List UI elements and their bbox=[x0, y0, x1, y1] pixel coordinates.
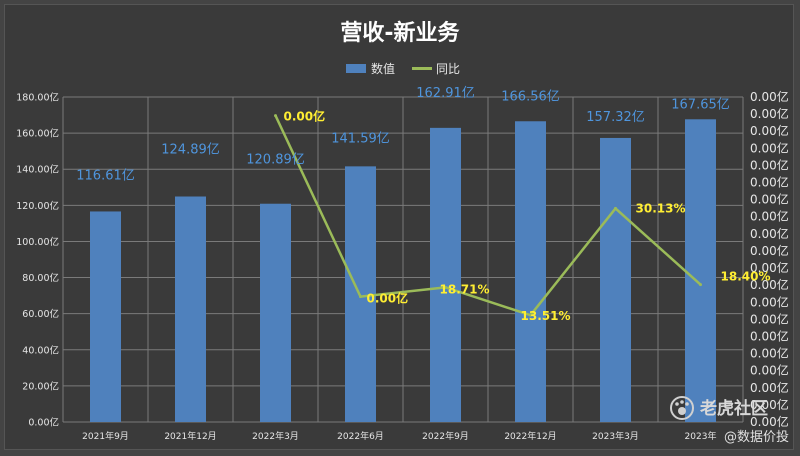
y-axis-right: 0.00亿 0.00亿 0.00亿 0.00亿 0.00亿 0.00亿 0.00亿 0.00亿… bbox=[750, 89, 789, 429]
x-tick-label: 2022年6月 bbox=[337, 430, 384, 442]
bar bbox=[175, 196, 206, 422]
y2-tick-label: 0.00亿 bbox=[750, 397, 789, 412]
bar-value-label: 120.89亿 bbox=[246, 153, 305, 168]
bar-value-label: 116.61亿 bbox=[76, 168, 135, 183]
bar-value-label: 166.56亿 bbox=[501, 89, 560, 104]
x-tick-label: 2023年3月 bbox=[592, 430, 639, 442]
legend: 数值 同比 bbox=[346, 61, 460, 76]
y-tick-label: 60.00亿 bbox=[22, 308, 59, 320]
x-tick-label: 2021年9月 bbox=[82, 430, 129, 442]
y-tick-label: 80.00亿 bbox=[22, 272, 59, 284]
y2-tick-label: 0.00亿 bbox=[750, 277, 789, 292]
y-tick-label: 100.00亿 bbox=[16, 236, 59, 248]
tiger-paw-icon bbox=[670, 396, 694, 420]
bar-value-label: 124.89亿 bbox=[161, 143, 220, 158]
y2-tick-label: 0.00亿 bbox=[750, 260, 789, 275]
y2-tick-label: 0.00亿 bbox=[750, 123, 789, 138]
y-tick-label: 0.00亿 bbox=[28, 417, 59, 429]
x-axis: 2021年9月 2021年12月 2022年3月 2022年6月 2022年9月 2022… bbox=[82, 430, 716, 442]
x-tick-label: 2021年12月 bbox=[164, 430, 216, 442]
y-tick-label: 20.00亿 bbox=[22, 380, 59, 392]
y2-tick-label: 0.00亿 bbox=[750, 363, 789, 378]
bar-value-label: 157.32亿 bbox=[586, 110, 645, 125]
y2-tick-label: 0.00亿 bbox=[750, 89, 789, 104]
bar-value-label: 162.91亿 bbox=[416, 86, 475, 101]
watermark-sub: @数据价投 bbox=[724, 429, 789, 445]
y2-tick-label: 0.00亿 bbox=[750, 157, 789, 172]
y-tick-label: 180.00亿 bbox=[16, 92, 59, 104]
y-tick-label: 140.00亿 bbox=[16, 164, 59, 176]
chart-title: 营收-新业务 bbox=[340, 20, 460, 46]
bar bbox=[515, 121, 546, 423]
bar bbox=[90, 211, 121, 422]
line-value-label: 0.00亿 bbox=[284, 109, 326, 124]
yoy-point bbox=[699, 283, 702, 287]
watermark-brand: 老虎社区 bbox=[699, 398, 768, 419]
chart-frame bbox=[4, 4, 794, 450]
legend-label-line: 同比 bbox=[436, 62, 460, 76]
x-tick-label: 2022年12月 bbox=[504, 430, 556, 442]
bar-value-label: 141.59亿 bbox=[331, 131, 390, 146]
x-tick-label: 2023年 bbox=[685, 430, 717, 442]
legend-swatch-bar bbox=[346, 64, 366, 73]
y-tick-label: 40.00亿 bbox=[22, 344, 59, 356]
y2-tick-label: 0.00亿 bbox=[750, 192, 789, 207]
y2-tick-label: 0.00亿 bbox=[750, 311, 789, 326]
bars bbox=[90, 119, 716, 423]
line-value-label: 18.71% bbox=[440, 282, 490, 296]
y2-tick-label: 0.00亿 bbox=[750, 243, 789, 258]
x-tick-label: 2022年9月 bbox=[422, 430, 469, 442]
y2-tick-label: 0.00亿 bbox=[750, 106, 789, 121]
y2-tick-label: 0.00亿 bbox=[750, 414, 789, 429]
y2-tick-label: 0.00亿 bbox=[750, 294, 789, 309]
yoy-line bbox=[274, 114, 702, 317]
line-value-label: 0.00亿 bbox=[367, 291, 409, 306]
y2-tick-label: 0.00亿 bbox=[750, 346, 789, 361]
y2-tick-label: 0.00亿 bbox=[750, 328, 789, 343]
yoy-point bbox=[529, 313, 532, 317]
y2-tick-label: 0.00亿 bbox=[750, 209, 789, 224]
yoy-series-line bbox=[274, 115, 702, 317]
line-value-label: 30.13% bbox=[636, 201, 686, 215]
yoy-point bbox=[444, 285, 447, 289]
legend-label-bar: 数值 bbox=[371, 61, 395, 76]
y-axis-left: 0.00亿 20.00亿 40.00亿 60.00亿 80.00亿 100.00亿 120.… bbox=[16, 92, 59, 429]
bar-labels: 116.61亿 124.89亿 120.89亿 141.59亿 162.91亿 166.5… bbox=[76, 86, 730, 184]
yoy-point bbox=[614, 206, 617, 210]
bar bbox=[260, 203, 291, 422]
line-labels: 0.00亿 0.00亿 18.71% 13.51% 30.13% 18.40% bbox=[284, 109, 771, 324]
bar bbox=[430, 127, 461, 423]
bar-value-label: 167.65亿 bbox=[671, 97, 730, 112]
bar bbox=[685, 119, 716, 422]
yoy-point bbox=[359, 295, 362, 299]
line-value-label: 18.40% bbox=[721, 270, 771, 284]
y2-tick-label: 0.00亿 bbox=[750, 226, 789, 241]
y-tick-label: 160.00亿 bbox=[16, 128, 59, 140]
y2-tick-label: 0.00亿 bbox=[750, 175, 789, 190]
yoy-point bbox=[274, 114, 277, 118]
x-tick-label: 2022年3月 bbox=[252, 430, 299, 442]
y2-tick-label: 0.00亿 bbox=[750, 380, 789, 395]
bar bbox=[600, 137, 631, 422]
watermark: 老虎社区 @数据价投 bbox=[670, 396, 789, 445]
y-tick-label: 120.00亿 bbox=[16, 200, 59, 212]
line-value-label: 13.51% bbox=[521, 309, 571, 323]
y2-tick-label: 0.00亿 bbox=[750, 140, 789, 155]
